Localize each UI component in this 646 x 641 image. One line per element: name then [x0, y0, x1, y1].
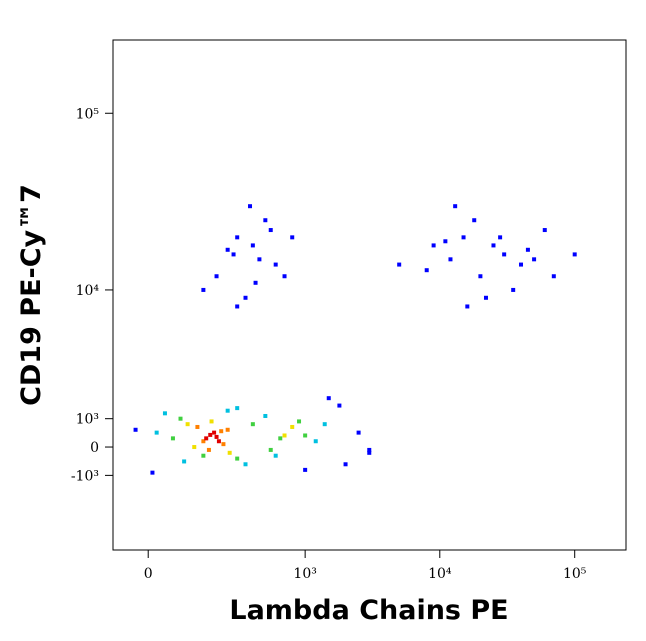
- event-dot: [472, 218, 477, 223]
- event-dot: [225, 427, 230, 432]
- event-dot: [162, 411, 167, 416]
- event-dot: [273, 262, 278, 267]
- event-dot: [214, 274, 219, 279]
- event-dot: [212, 430, 217, 435]
- event-dot: [491, 243, 496, 248]
- event-dot: [367, 450, 372, 455]
- event-dot: [250, 422, 255, 427]
- event-dot: [551, 274, 556, 279]
- event-dot: [282, 274, 287, 279]
- event-dot: [498, 235, 503, 240]
- event-dot: [290, 424, 295, 429]
- event-dot: [235, 235, 240, 240]
- event-dot: [502, 252, 507, 257]
- event-dot: [424, 268, 429, 273]
- event-dot: [448, 257, 453, 262]
- event-dot: [453, 204, 458, 209]
- event-dot: [356, 430, 361, 435]
- event-dot: [303, 433, 308, 438]
- x-tick-label: 10⁵: [563, 566, 587, 582]
- x-tick-label: 10⁴: [428, 566, 452, 582]
- x-tick-label: 10³: [293, 566, 316, 582]
- event-dot: [532, 257, 537, 262]
- event-dot: [170, 436, 175, 441]
- event-dot: [322, 422, 327, 427]
- event-dot: [204, 436, 209, 441]
- event-dot: [343, 462, 348, 467]
- event-dot: [253, 280, 258, 285]
- event-dot: [519, 262, 524, 267]
- y-tick-label: 10⁵: [76, 106, 100, 122]
- event-dot: [219, 429, 224, 434]
- event-dot: [263, 218, 268, 223]
- event-dot: [225, 247, 230, 252]
- event-dot: [214, 434, 219, 439]
- event-dot: [235, 456, 240, 461]
- event-dot: [268, 447, 273, 452]
- event-dot: [227, 450, 232, 455]
- event-dot: [278, 436, 283, 441]
- event-dot: [192, 445, 197, 450]
- event-dot: [248, 204, 253, 209]
- y-tick-label: 10³: [76, 412, 99, 428]
- event-dot: [431, 243, 436, 248]
- event-dot: [201, 439, 206, 444]
- event-dot: [465, 304, 470, 309]
- event-dot: [273, 453, 278, 458]
- event-dot: [178, 416, 183, 421]
- event-dot: [326, 396, 331, 401]
- event-dot: [290, 235, 295, 240]
- event-dot: [478, 274, 483, 279]
- event-dot: [225, 408, 230, 413]
- event-dot: [257, 257, 262, 262]
- y-tick-label: -10³: [71, 468, 99, 484]
- event-dot: [250, 243, 255, 248]
- event-dot: [154, 430, 159, 435]
- event-dot: [542, 228, 547, 233]
- event-dot: [263, 413, 268, 418]
- event-dot: [235, 304, 240, 309]
- event-dot: [483, 295, 488, 300]
- event-dot: [231, 252, 236, 257]
- event-dot: [443, 239, 448, 244]
- x-tick-label: 0: [144, 566, 153, 582]
- event-dot: [150, 470, 155, 475]
- event-dot: [195, 424, 200, 429]
- event-dot: [282, 433, 287, 438]
- event-dot: [461, 235, 466, 240]
- event-dot: [243, 295, 248, 300]
- event-dot: [313, 439, 318, 444]
- event-dot: [182, 459, 187, 464]
- event-dot: [201, 287, 206, 292]
- event-dot: [221, 442, 226, 447]
- event-dot: [367, 447, 372, 452]
- plot-frame: [112, 39, 627, 551]
- event-dot: [337, 403, 342, 408]
- event-dot: [216, 439, 221, 444]
- x-axis-title: Lambda Chains PE: [229, 595, 508, 626]
- event-dot: [201, 453, 206, 458]
- event-dot: [572, 252, 577, 257]
- event-dot: [397, 262, 402, 267]
- event-dot: [209, 419, 214, 424]
- y-tick-label: 0: [90, 440, 99, 456]
- y-axis-title: CD19 PE-Cy™7: [16, 184, 47, 406]
- y-tick-label: 10⁴: [76, 283, 100, 299]
- event-dot: [185, 422, 190, 427]
- event-dot: [243, 462, 248, 467]
- event-dot: [208, 432, 213, 437]
- event-dot: [133, 427, 138, 432]
- event-dot: [525, 247, 530, 252]
- event-dot: [303, 467, 308, 472]
- event-dot: [268, 228, 273, 233]
- event-dot: [297, 419, 302, 424]
- event-dot: [206, 447, 211, 452]
- event-dot: [235, 406, 240, 411]
- event-dot: [511, 287, 516, 292]
